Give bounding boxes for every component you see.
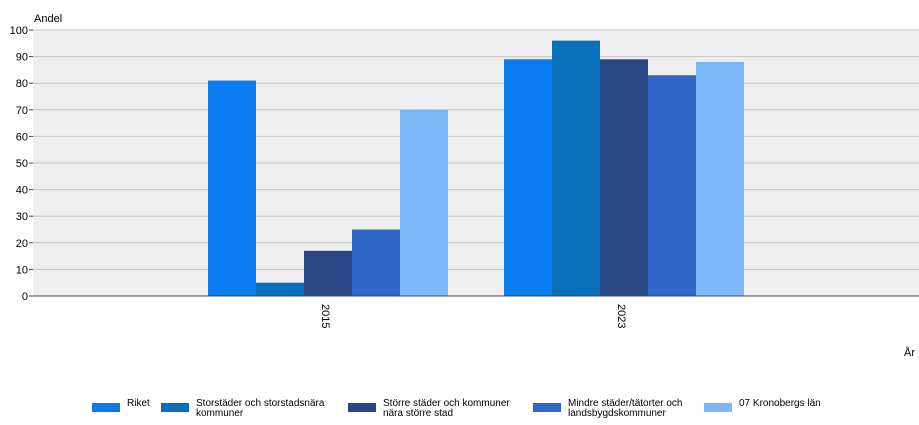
y-tick-label: 30	[16, 211, 28, 223]
legend-item: Riket	[92, 399, 159, 412]
y-tick-label: 0	[22, 291, 28, 303]
y-tick-labels: 0 10 20 30 40 50 60 70 80 90 100	[10, 25, 33, 303]
legend-item: Mindre städer/tätorter och landsbygdskom…	[533, 399, 703, 419]
legend-label: Större städer och kommuner nära större s…	[383, 398, 510, 419]
y-tick-label: 90	[16, 52, 28, 64]
legend-label: 07 Kronobergs län	[739, 398, 821, 409]
bar	[208, 80, 256, 296]
y-tick-label: 10	[16, 264, 28, 276]
y-axis-title: Andel	[34, 13, 62, 25]
bar	[304, 250, 352, 296]
bar	[600, 59, 648, 297]
bar	[648, 75, 696, 296]
y-tick-label: 20	[16, 238, 28, 250]
legend-item: Storstäder och storstadsnära kommuner	[161, 399, 346, 419]
bar	[256, 282, 304, 296]
bar	[352, 229, 400, 296]
bar	[552, 40, 600, 296]
legend-label: Mindre städer/tätorter och landsbygdskom…	[568, 398, 683, 419]
grid-lines	[33, 29, 919, 270]
y-tick-label: 100	[10, 25, 28, 37]
legend-label: Riket	[127, 398, 150, 409]
x-tick-label: 2023	[615, 304, 627, 328]
legend-swatch	[533, 403, 561, 412]
y-tick-label: 70	[16, 105, 28, 117]
bar	[696, 61, 744, 296]
bar	[504, 59, 552, 297]
bar	[400, 109, 448, 296]
legend-item: Större städer och kommuner nära större s…	[348, 399, 528, 419]
y-tick-label: 60	[16, 131, 28, 143]
bars	[208, 40, 744, 297]
x-axis-title: År	[904, 346, 915, 359]
x-tick-label: 2015	[319, 304, 331, 328]
legend-swatch	[92, 403, 120, 412]
legend-label: Storstäder och storstadsnära kommuner	[196, 398, 325, 419]
y-tick-label: 80	[16, 78, 28, 90]
legend-swatch	[348, 403, 376, 412]
legend-swatch	[161, 403, 189, 412]
legend-swatch	[704, 403, 732, 412]
legend-item: 07 Kronobergs län	[704, 399, 869, 412]
y-tick-label: 40	[16, 185, 28, 197]
y-tick-label: 50	[16, 158, 28, 170]
x-tick-labels: 2015 2023	[319, 304, 627, 328]
